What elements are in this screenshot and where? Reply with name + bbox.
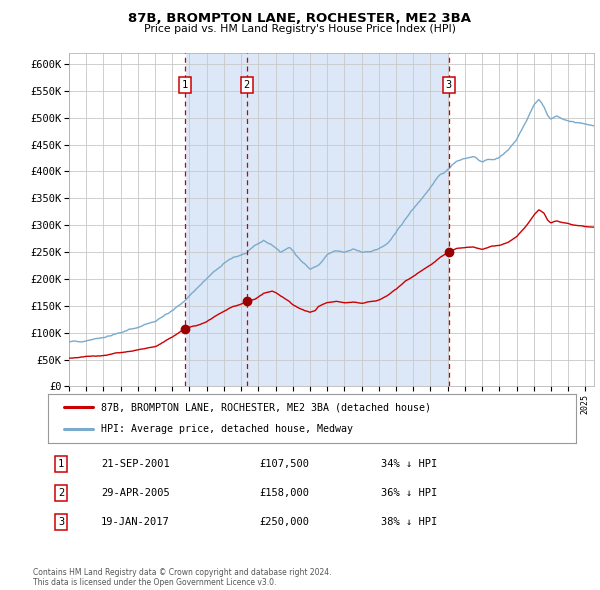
Text: 1: 1 xyxy=(182,80,188,90)
Text: 3: 3 xyxy=(445,80,452,90)
Text: £250,000: £250,000 xyxy=(259,517,309,527)
Text: 21-SEP-2001: 21-SEP-2001 xyxy=(101,459,170,469)
Text: £107,500: £107,500 xyxy=(259,459,309,469)
Text: Price paid vs. HM Land Registry's House Price Index (HPI): Price paid vs. HM Land Registry's House … xyxy=(144,24,456,34)
Bar xyxy=(449,53,594,386)
Text: 87B, BROMPTON LANE, ROCHESTER, ME2 3BA (detached house): 87B, BROMPTON LANE, ROCHESTER, ME2 3BA (… xyxy=(101,402,431,412)
Text: 36% ↓ HPI: 36% ↓ HPI xyxy=(380,488,437,498)
Text: 34% ↓ HPI: 34% ↓ HPI xyxy=(380,459,437,469)
Text: 87B, BROMPTON LANE, ROCHESTER, ME2 3BA: 87B, BROMPTON LANE, ROCHESTER, ME2 3BA xyxy=(128,12,472,25)
Bar xyxy=(69,53,185,386)
Text: 3: 3 xyxy=(58,517,64,527)
Text: Contains HM Land Registry data © Crown copyright and database right 2024.
This d: Contains HM Land Registry data © Crown c… xyxy=(33,568,331,587)
Text: £158,000: £158,000 xyxy=(259,488,309,498)
Text: 29-APR-2005: 29-APR-2005 xyxy=(101,488,170,498)
Text: 2: 2 xyxy=(244,80,250,90)
Text: 19-JAN-2017: 19-JAN-2017 xyxy=(101,517,170,527)
Text: 1: 1 xyxy=(58,459,64,469)
Text: 2: 2 xyxy=(58,488,64,498)
Text: HPI: Average price, detached house, Medway: HPI: Average price, detached house, Medw… xyxy=(101,424,353,434)
Text: 38% ↓ HPI: 38% ↓ HPI xyxy=(380,517,437,527)
